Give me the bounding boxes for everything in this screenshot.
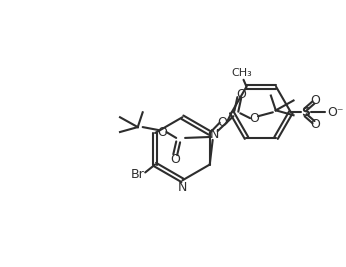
Text: O: O [157,125,167,139]
Text: O: O [170,153,180,166]
Text: Br: Br [130,168,144,181]
Text: O⁻: O⁻ [327,106,344,119]
Text: N: N [210,128,219,142]
Text: O: O [249,112,259,125]
Text: O: O [236,88,246,101]
Text: CH₃: CH₃ [231,68,252,78]
Text: O: O [311,94,320,107]
Text: N: N [178,181,187,194]
Text: O: O [311,118,320,131]
Text: S: S [301,106,310,119]
Text: O: O [218,116,228,129]
